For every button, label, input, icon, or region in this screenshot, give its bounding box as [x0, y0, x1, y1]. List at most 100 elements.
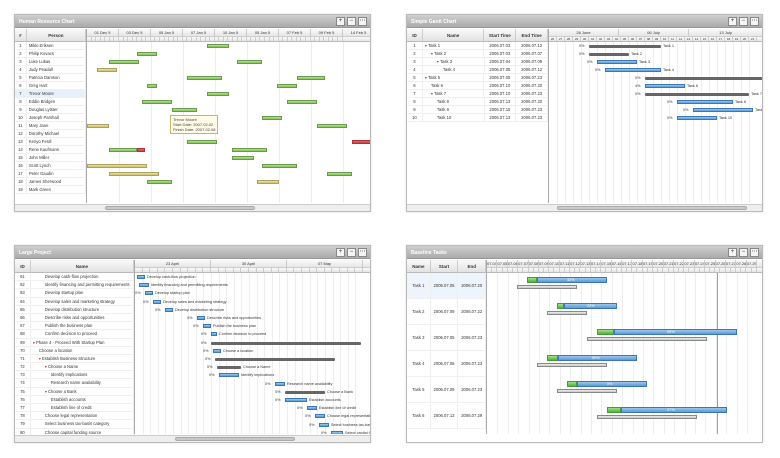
- collapse-button[interactable]: −: [347, 248, 356, 257]
- resource-bar[interactable]: [109, 148, 137, 152]
- more-button[interactable]: ⋯: [358, 248, 367, 257]
- task-bar[interactable]: [577, 381, 647, 387]
- table-row[interactable]: 4 Task 4 2006.07.05 2006.07.12: [407, 66, 548, 74]
- table-row[interactable]: 7 ▾Task 7 2006.07.10 2006.07.23: [407, 90, 549, 98]
- table-row[interactable]: 3 ▾Task 3 2006.07.04 2006.07.09: [407, 58, 548, 66]
- task-bar[interactable]: [211, 332, 217, 337]
- expand-button[interactable]: +: [728, 17, 737, 26]
- column-header-end[interactable]: End Time: [516, 29, 549, 41]
- column-header-name[interactable]: Name: [423, 29, 485, 41]
- table-row[interactable]: 68 Confirm decision to proceed: [15, 330, 134, 339]
- resource-bar[interactable]: [109, 60, 139, 64]
- task-bar[interactable]: [275, 381, 285, 386]
- task-bar[interactable]: [139, 283, 149, 288]
- resource-bar[interactable]: [277, 84, 297, 88]
- progress-bar[interactable]: [547, 355, 558, 361]
- more-button[interactable]: ⋯: [750, 248, 759, 257]
- resource-bar[interactable]: [287, 100, 317, 104]
- task-bar[interactable]: [677, 100, 733, 104]
- progress-bar[interactable]: [527, 277, 537, 283]
- task-bar[interactable]: [315, 414, 325, 419]
- column-header-id[interactable]: ID: [407, 29, 423, 41]
- table-row[interactable]: 1 ▾Task 1 2006.07.03 2006.07.12: [407, 42, 548, 50]
- table-row[interactable]: 69 ▾Phase 4 - Proceed With Startup Plan: [15, 338, 134, 347]
- table-row[interactable]: 3 Luke Lukas: [15, 58, 86, 66]
- task-bar[interactable]: [145, 291, 153, 296]
- summary-bar[interactable]: [589, 45, 661, 48]
- collapse-button[interactable]: −: [739, 17, 748, 26]
- resource-bar[interactable]: [137, 52, 157, 56]
- resource-bar[interactable]: [352, 140, 370, 144]
- summary-bar[interactable]: [215, 358, 335, 361]
- table-row[interactable]: 10 Joseph Parshall: [15, 114, 86, 122]
- table-row[interactable]: 67 Publish the business plan: [15, 322, 134, 331]
- task-bar[interactable]: [307, 406, 317, 411]
- summary-bar[interactable]: [645, 77, 762, 80]
- table-row[interactable]: 76 Establish accounts: [15, 395, 134, 404]
- table-row[interactable]: 8 Eddie Bridges: [15, 98, 86, 106]
- progress-bar[interactable]: [597, 329, 614, 335]
- table-row[interactable]: Task 6 2006.07.13 2006.07.29: [407, 403, 487, 429]
- task-bar[interactable]: [137, 275, 145, 279]
- table-row[interactable]: 18 James Sherwood: [15, 178, 86, 186]
- task-bar[interactable]: [597, 60, 637, 64]
- column-header-end[interactable]: End: [458, 260, 487, 272]
- task-bar[interactable]: [213, 348, 221, 353]
- resource-bar[interactable]: [187, 76, 222, 80]
- resource-bar[interactable]: [297, 76, 325, 80]
- resource-bar[interactable]: [207, 92, 229, 96]
- table-row[interactable]: 5 ▾Task 5 2006.07.05 2006.07.23: [407, 74, 548, 82]
- resource-bar[interactable]: [137, 148, 145, 152]
- task-bar[interactable]: [564, 303, 617, 309]
- task-bar[interactable]: [219, 373, 239, 378]
- resource-bar[interactable]: [109, 172, 159, 176]
- table-row[interactable]: 4 Judy Peadall: [15, 66, 86, 74]
- resource-bar[interactable]: [262, 116, 282, 120]
- column-header-num[interactable]: #: [15, 29, 27, 41]
- progress-bar[interactable]: [567, 381, 577, 387]
- horizontal-scrollbar[interactable]: [407, 204, 762, 211]
- task-bar[interactable]: [197, 316, 205, 320]
- table-row[interactable]: 6 Task 6 2006.07.10 2006.07.20: [407, 82, 549, 90]
- task-bar[interactable]: [558, 355, 637, 361]
- column-header-name[interactable]: Name: [407, 260, 431, 272]
- expand-button[interactable]: +: [728, 248, 737, 257]
- resource-bar[interactable]: [262, 164, 297, 168]
- table-row[interactable]: 2 ▾Task 2 2006.07.03 2006.07.07: [407, 50, 549, 58]
- resource-bar[interactable]: [327, 172, 352, 176]
- progress-bar[interactable]: [557, 303, 564, 309]
- task-bar[interactable]: [693, 108, 753, 112]
- resource-bar[interactable]: [147, 180, 172, 184]
- task-bar[interactable]: [645, 84, 685, 88]
- column-header-start[interactable]: Start Time: [484, 29, 517, 41]
- table-row[interactable]: 66 Describe risks and opportunities: [15, 313, 134, 323]
- table-row[interactable]: 74 Research name availability: [15, 379, 134, 388]
- table-row[interactable]: 15 John Miller: [15, 154, 86, 162]
- table-row[interactable]: 71 ▾Establish Business Structure: [15, 354, 134, 364]
- resource-bar[interactable]: [147, 84, 157, 88]
- table-row[interactable]: 2 Philip Kovacs: [15, 50, 86, 58]
- collapse-button[interactable]: −: [739, 248, 748, 257]
- table-row[interactable]: 12 Dorothy Michael: [15, 130, 86, 138]
- more-button[interactable]: ⋯: [358, 17, 367, 26]
- task-bar[interactable]: [621, 407, 727, 413]
- task-bar[interactable]: [203, 324, 211, 329]
- table-row[interactable]: 77 Establish line of credit: [15, 404, 134, 413]
- expand-toggle-icon[interactable]: ▾: [430, 51, 433, 56]
- table-row[interactable]: 75 ▾Choose a Bank: [15, 387, 134, 396]
- resource-bar[interactable]: [172, 108, 197, 112]
- progress-bar[interactable]: [607, 407, 621, 413]
- table-row[interactable]: 78 Choose legal representation: [15, 412, 134, 421]
- table-row[interactable]: 64 Develop sales and marketing strategy: [15, 297, 134, 306]
- table-row[interactable]: 11 Mary Jane: [15, 122, 86, 130]
- table-row[interactable]: Task 3 2006.07.05 2006.07.23: [407, 325, 487, 351]
- task-bar[interactable]: [153, 299, 161, 304]
- expand-toggle-icon[interactable]: ▾: [424, 43, 427, 48]
- task-bar[interactable]: [285, 398, 307, 402]
- expand-button[interactable]: +: [336, 248, 345, 257]
- expand-toggle-icon[interactable]: ▾: [38, 355, 41, 361]
- resource-bar[interactable]: [142, 100, 172, 104]
- table-row[interactable]: Task 4 2006.07.08 2006.07.23: [407, 351, 487, 377]
- column-header-name[interactable]: Name: [31, 260, 134, 272]
- resource-bar[interactable]: [187, 140, 217, 144]
